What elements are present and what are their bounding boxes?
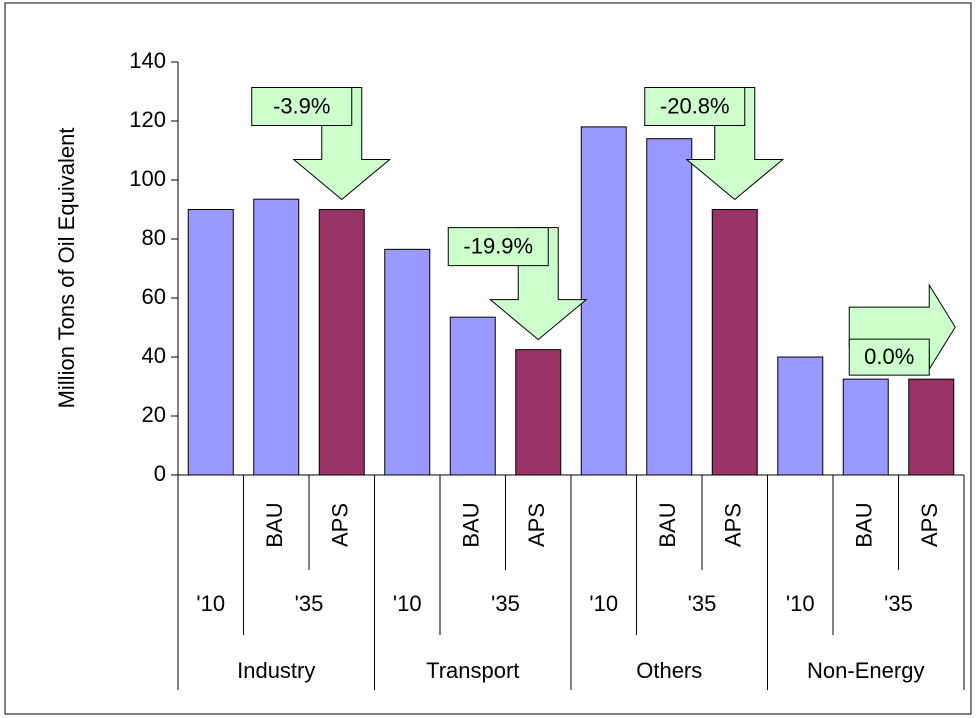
x-tick-label: APS [328,503,353,547]
annotation-label: -19.9% [463,233,533,258]
bar [908,378,955,476]
bar [580,126,627,476]
annotation-label: 0.0% [864,344,914,369]
arrow [488,227,588,341]
group-label: Transport [426,658,519,683]
x-tick-label: BAU [262,502,287,547]
annotation-label: -3.9% [273,93,330,118]
x-tick-label: APS [524,503,549,547]
y-tick-label: 120 [129,107,166,132]
period-label: '10 [589,591,618,616]
period-label: '35 [295,591,324,616]
y-axis-title: Million Tons of Oil Equivalent [54,128,79,409]
y-tick-label: 140 [129,48,166,73]
y-tick-label: 100 [129,166,166,191]
bar [449,316,496,476]
x-tick-label: APS [721,503,746,547]
group-label: Non-Energy [807,658,924,683]
y-tick-label: 0 [154,461,166,486]
period-label: '10 [786,591,815,616]
period-label: '10 [393,591,422,616]
x-tick-label: BAU [655,502,680,547]
period-label: '35 [688,591,717,616]
annotation-box [447,227,549,267]
y-tick-label: 80 [142,225,166,250]
x-tick-label: APS [917,503,942,547]
arrow [685,87,785,201]
x-tick-label: BAU [459,502,484,547]
y-tick-label: 60 [142,284,166,309]
period-label: '35 [884,591,913,616]
bar [187,209,234,476]
group-label: Industry [237,658,315,683]
bar [515,349,562,476]
y-tick-label: 20 [142,402,166,427]
annotation-box [848,338,930,376]
period-label: '35 [491,591,520,616]
annotation-box [644,87,746,126]
period-label: '10 [196,591,225,616]
group-label: Others [636,658,702,683]
bar [384,248,431,476]
bar [646,138,693,476]
bar [842,378,889,476]
arrow [292,87,392,201]
annotation-box [251,87,353,126]
bar [318,209,365,476]
bar [253,198,300,476]
annotation-label: -20.8% [660,93,730,118]
x-tick-label: BAU [852,502,877,547]
y-tick-label: 40 [142,343,166,368]
bar [777,356,824,476]
bar [711,209,758,476]
